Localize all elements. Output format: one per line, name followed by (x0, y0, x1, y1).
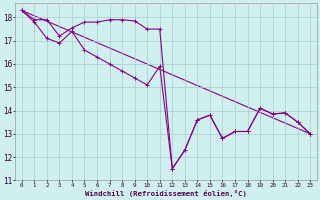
X-axis label: Windchill (Refroidissement éolien,°C): Windchill (Refroidissement éolien,°C) (85, 190, 247, 197)
